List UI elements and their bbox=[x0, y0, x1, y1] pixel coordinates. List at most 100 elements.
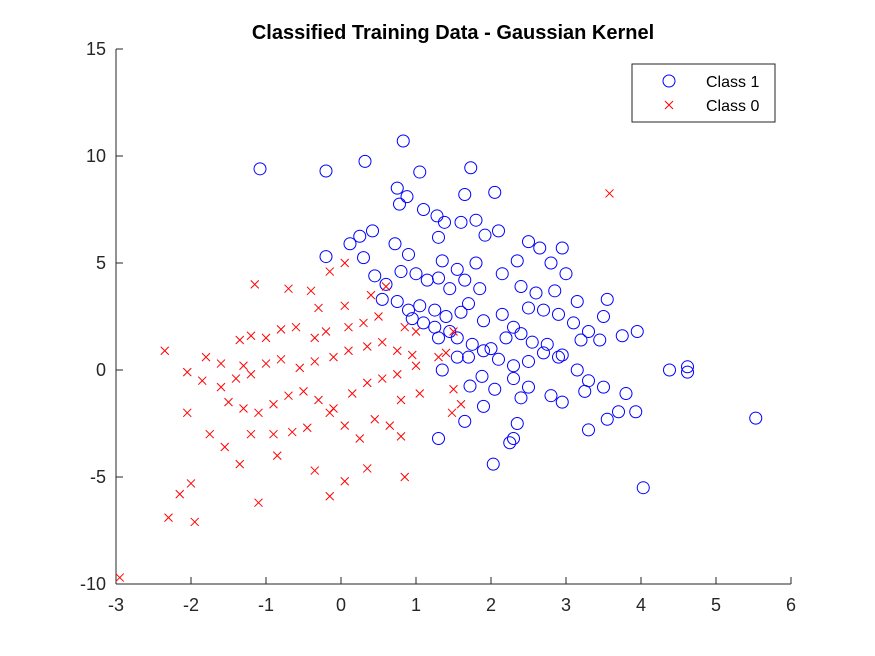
class-0-point bbox=[205, 429, 215, 439]
class-0-point bbox=[235, 459, 245, 469]
class-1-point bbox=[396, 134, 410, 148]
class-0-point bbox=[299, 387, 308, 396]
class-1-point bbox=[253, 162, 267, 176]
class-0-point bbox=[340, 301, 350, 311]
x-tick-label: 4 bbox=[636, 595, 646, 615]
class-1-point bbox=[443, 282, 457, 296]
class-1-point bbox=[570, 363, 584, 377]
class-1-point bbox=[615, 329, 629, 343]
class-0-point bbox=[224, 397, 233, 407]
class-1-point bbox=[681, 360, 694, 374]
class-1-point bbox=[552, 307, 565, 321]
class-0-point bbox=[287, 427, 297, 437]
class-0-point bbox=[314, 303, 323, 313]
class-0-point bbox=[447, 408, 457, 418]
class-0-point bbox=[325, 267, 335, 276]
class-0-point bbox=[284, 391, 293, 401]
class-1-point bbox=[413, 299, 427, 313]
class-0-point bbox=[441, 348, 451, 358]
class-0-point bbox=[340, 476, 350, 486]
class-1-point bbox=[578, 384, 592, 398]
class-1-point bbox=[343, 237, 357, 251]
class-0-point bbox=[329, 352, 338, 362]
class-0-point bbox=[310, 466, 320, 475]
class-1-point bbox=[473, 282, 487, 296]
x-tick-label: -2 bbox=[183, 595, 199, 615]
class-1-point bbox=[544, 256, 558, 270]
class-1-point bbox=[597, 380, 610, 394]
class-1-point bbox=[552, 350, 565, 364]
x-tick-label: 2 bbox=[486, 595, 496, 615]
class-1-point bbox=[432, 431, 445, 445]
class-0-point bbox=[276, 354, 286, 364]
class-1-point bbox=[368, 269, 382, 283]
class-0-point bbox=[392, 369, 402, 379]
class-1-point bbox=[555, 395, 569, 409]
class-1-point bbox=[463, 379, 477, 393]
class-1-point bbox=[555, 348, 569, 362]
class-0-point bbox=[449, 327, 458, 336]
class-1-point bbox=[390, 295, 404, 309]
class-0-point bbox=[310, 357, 320, 366]
class-0-point bbox=[254, 408, 263, 418]
class-0-point bbox=[197, 376, 207, 386]
class-1-point bbox=[514, 280, 528, 294]
class-1-point bbox=[478, 228, 492, 242]
legend-marker-class-0 bbox=[664, 100, 674, 110]
class-1-point bbox=[522, 354, 535, 368]
class-1-point bbox=[390, 181, 404, 195]
class-0-point bbox=[186, 479, 196, 488]
class-0-point bbox=[201, 352, 211, 362]
class-1-point bbox=[567, 316, 580, 330]
class-1-point bbox=[600, 412, 614, 426]
y-tick-label: 15 bbox=[86, 39, 106, 59]
class-1-point bbox=[582, 423, 595, 437]
class-0-point bbox=[347, 389, 357, 398]
class-1-point bbox=[510, 254, 524, 268]
class-1-point bbox=[495, 307, 509, 321]
class-1-point bbox=[430, 209, 444, 223]
class-1-point bbox=[319, 164, 333, 178]
class-0-point bbox=[340, 258, 350, 268]
class-1-point bbox=[522, 380, 535, 394]
class-0-point bbox=[261, 333, 271, 343]
x-tick-label: 5 bbox=[711, 595, 721, 615]
class-0-point bbox=[216, 382, 226, 392]
class-0-point bbox=[235, 335, 245, 345]
class-0-point bbox=[321, 327, 331, 336]
y-tick-label: 10 bbox=[86, 146, 106, 166]
class-0-point bbox=[400, 472, 410, 482]
class-1-point bbox=[559, 267, 573, 281]
class-1-point bbox=[432, 271, 445, 285]
class-0-point bbox=[377, 337, 387, 347]
class-1-point bbox=[533, 241, 547, 255]
class-0-point bbox=[359, 318, 368, 328]
y-tick-label: -10 bbox=[80, 574, 106, 594]
class-1-point bbox=[417, 203, 430, 216]
class-1-point bbox=[630, 324, 644, 338]
class-1-point bbox=[450, 262, 464, 276]
class-1-point bbox=[522, 301, 535, 315]
class-1-point bbox=[629, 405, 643, 419]
class-1-point bbox=[582, 374, 595, 388]
x-tick-label: 6 bbox=[786, 595, 796, 615]
class-1-point bbox=[475, 369, 489, 383]
class-1-point bbox=[529, 286, 543, 300]
class-0-point bbox=[381, 282, 391, 291]
class-0-point bbox=[411, 327, 421, 336]
class-1-point bbox=[319, 250, 333, 264]
class-1-point bbox=[663, 363, 676, 377]
class-0-point bbox=[261, 359, 271, 368]
class-0-point bbox=[291, 322, 301, 332]
class-1-point bbox=[537, 303, 550, 317]
class-0-point bbox=[366, 290, 376, 300]
class-0-point bbox=[314, 395, 323, 405]
class-0-point bbox=[216, 359, 226, 368]
class-0-point bbox=[295, 363, 305, 373]
class-1-point bbox=[469, 256, 483, 270]
class-1-point bbox=[454, 305, 468, 319]
chart-title: Classified Training Data - Gaussian Kern… bbox=[252, 22, 654, 44]
class-0-point bbox=[239, 361, 248, 371]
class-0-point bbox=[340, 421, 350, 430]
